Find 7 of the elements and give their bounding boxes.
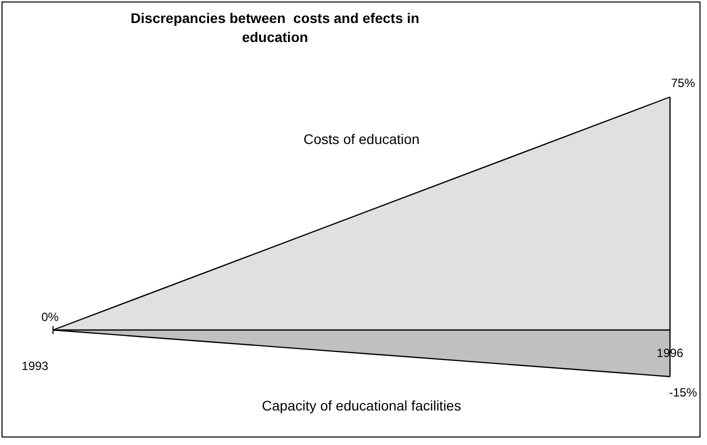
data-label: 75% <box>670 76 696 90</box>
x-tick-label: 1993 <box>22 359 49 373</box>
data-label: 0% <box>41 310 59 324</box>
data-label: -15% <box>668 386 698 400</box>
text: Costs of education <box>304 131 420 147</box>
text: Capacity of educational facilities <box>262 398 462 414</box>
chart-title: Discrepancies between costs and efects in education <box>130 10 420 45</box>
